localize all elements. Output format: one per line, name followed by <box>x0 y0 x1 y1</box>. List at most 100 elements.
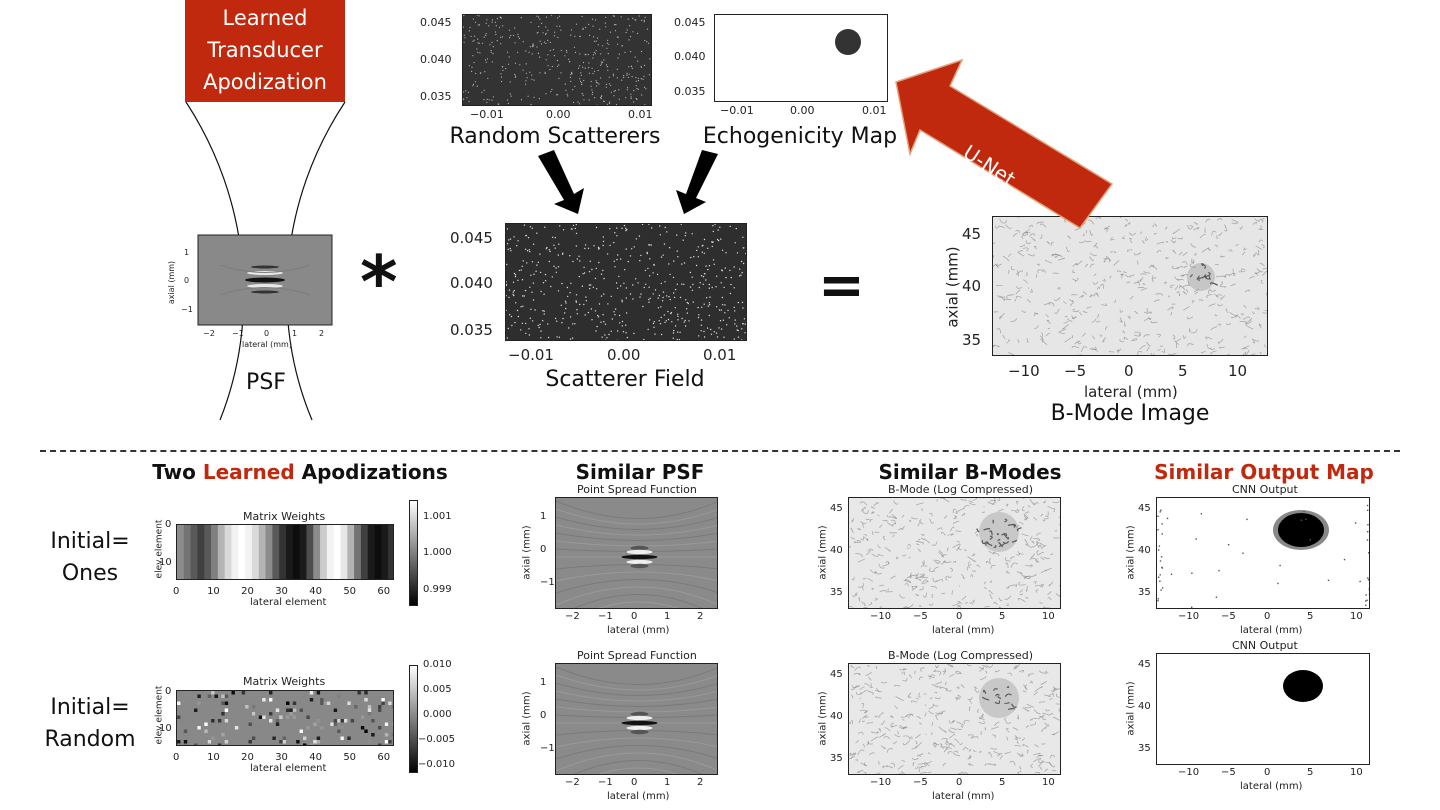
speckle <box>989 499 996 502</box>
speckle <box>972 599 975 603</box>
scatterer-dot <box>543 310 545 312</box>
speckle <box>1242 316 1250 320</box>
speckle <box>1070 301 1075 307</box>
convolution-symbol: * <box>360 240 398 324</box>
speckle <box>1173 240 1177 244</box>
speckle <box>1154 233 1157 235</box>
scatterer-dot <box>581 15 583 18</box>
scatterer-dot <box>554 247 556 249</box>
scatterer-dot <box>709 296 711 298</box>
speckle <box>1204 275 1211 279</box>
speckle <box>1216 294 1223 298</box>
matrix-cell <box>241 691 246 695</box>
scatterer-dot <box>551 65 553 68</box>
scatterer-dot <box>531 261 534 263</box>
scatterer-dot <box>617 57 619 59</box>
speckle <box>1262 267 1267 270</box>
matrix-cell <box>177 701 181 705</box>
speckle <box>1006 686 1010 688</box>
scatterer-dot <box>531 74 533 76</box>
speckle <box>968 500 973 504</box>
speckle <box>1043 556 1051 559</box>
scatterer-dot <box>547 29 549 31</box>
speckle <box>857 731 864 735</box>
cbar-random-tick: 0.000 <box>423 709 452 720</box>
scatterer-dot <box>468 30 470 32</box>
scatterer-dot <box>571 72 573 74</box>
lesion-region <box>1187 263 1215 291</box>
bm-ytick: 35 <box>962 331 982 349</box>
speckle <box>1262 312 1267 314</box>
scatterer-dot <box>592 25 594 27</box>
scatterer-dot <box>587 53 589 56</box>
scatterer-dot <box>684 235 686 237</box>
speckle <box>974 530 979 534</box>
speckle <box>924 712 927 717</box>
scatterer-dot <box>517 279 519 281</box>
matrix-cell <box>275 719 280 723</box>
bm-xtick: −5 <box>1064 362 1087 380</box>
scatterer-dot <box>683 262 686 264</box>
speckle <box>917 522 921 527</box>
speckle <box>1139 345 1146 350</box>
scatterer-dot <box>499 16 501 18</box>
speckle <box>978 717 985 721</box>
matrix-cell <box>381 698 385 702</box>
speckle <box>1015 229 1020 234</box>
speckle <box>1133 333 1140 337</box>
cnn-noise <box>1161 533 1163 535</box>
speckle <box>1043 722 1048 726</box>
scatterer-dot <box>564 312 566 314</box>
scatterer-dot <box>587 247 590 249</box>
scatterer-dot <box>565 307 567 310</box>
speckle <box>849 546 852 548</box>
psf-ytick: 1 <box>540 677 547 688</box>
scatterer-dot <box>630 96 632 98</box>
matrix-cell <box>296 740 300 744</box>
scatterer-dot <box>581 92 583 95</box>
psf-fringe <box>598 767 678 774</box>
scatterer-dot <box>583 266 585 269</box>
scatterer-dot <box>463 91 464 93</box>
scatterer-dot <box>609 244 611 247</box>
speckle <box>933 670 942 676</box>
speckle <box>1022 690 1027 693</box>
speckle <box>1174 285 1179 291</box>
scatterer-dot <box>532 243 535 245</box>
scatterer-dot <box>589 287 591 290</box>
scatterer-dot <box>645 88 647 90</box>
speckle <box>858 769 864 773</box>
scatterer-dot <box>549 68 551 71</box>
scatterer-dot <box>676 338 678 340</box>
speckle <box>1235 244 1239 247</box>
scatterer-dot <box>674 307 676 309</box>
speckle <box>882 535 886 541</box>
scatterer-dot <box>610 295 612 298</box>
speckle <box>1015 500 1020 505</box>
scatterer-dot <box>607 303 609 305</box>
scatterer-dot <box>535 270 537 272</box>
speckle <box>862 720 865 722</box>
scatterer-dot <box>623 224 626 227</box>
scatterer-dot <box>648 74 650 76</box>
speckle <box>1182 291 1188 295</box>
speckle <box>994 669 1000 673</box>
mm-xtick: 10 <box>1042 777 1055 788</box>
matrix-title: Matrix Weights <box>243 510 326 523</box>
scatterer-dot <box>550 15 553 16</box>
scatterer-dot <box>712 259 715 261</box>
speckle <box>1129 295 1134 300</box>
speckle <box>970 735 974 739</box>
speckle <box>1033 757 1042 763</box>
scatterer-dot <box>506 263 508 266</box>
scatterer-dot <box>730 283 732 286</box>
matrix-column <box>333 525 342 579</box>
speckle <box>989 593 993 599</box>
speckle <box>859 697 861 700</box>
speckle <box>1258 218 1265 221</box>
speckle <box>862 714 868 719</box>
bm-xtick: 0 <box>1124 362 1134 380</box>
matrix-column <box>360 525 369 579</box>
speckle <box>1017 770 1022 774</box>
scatterer-dot <box>640 50 643 53</box>
